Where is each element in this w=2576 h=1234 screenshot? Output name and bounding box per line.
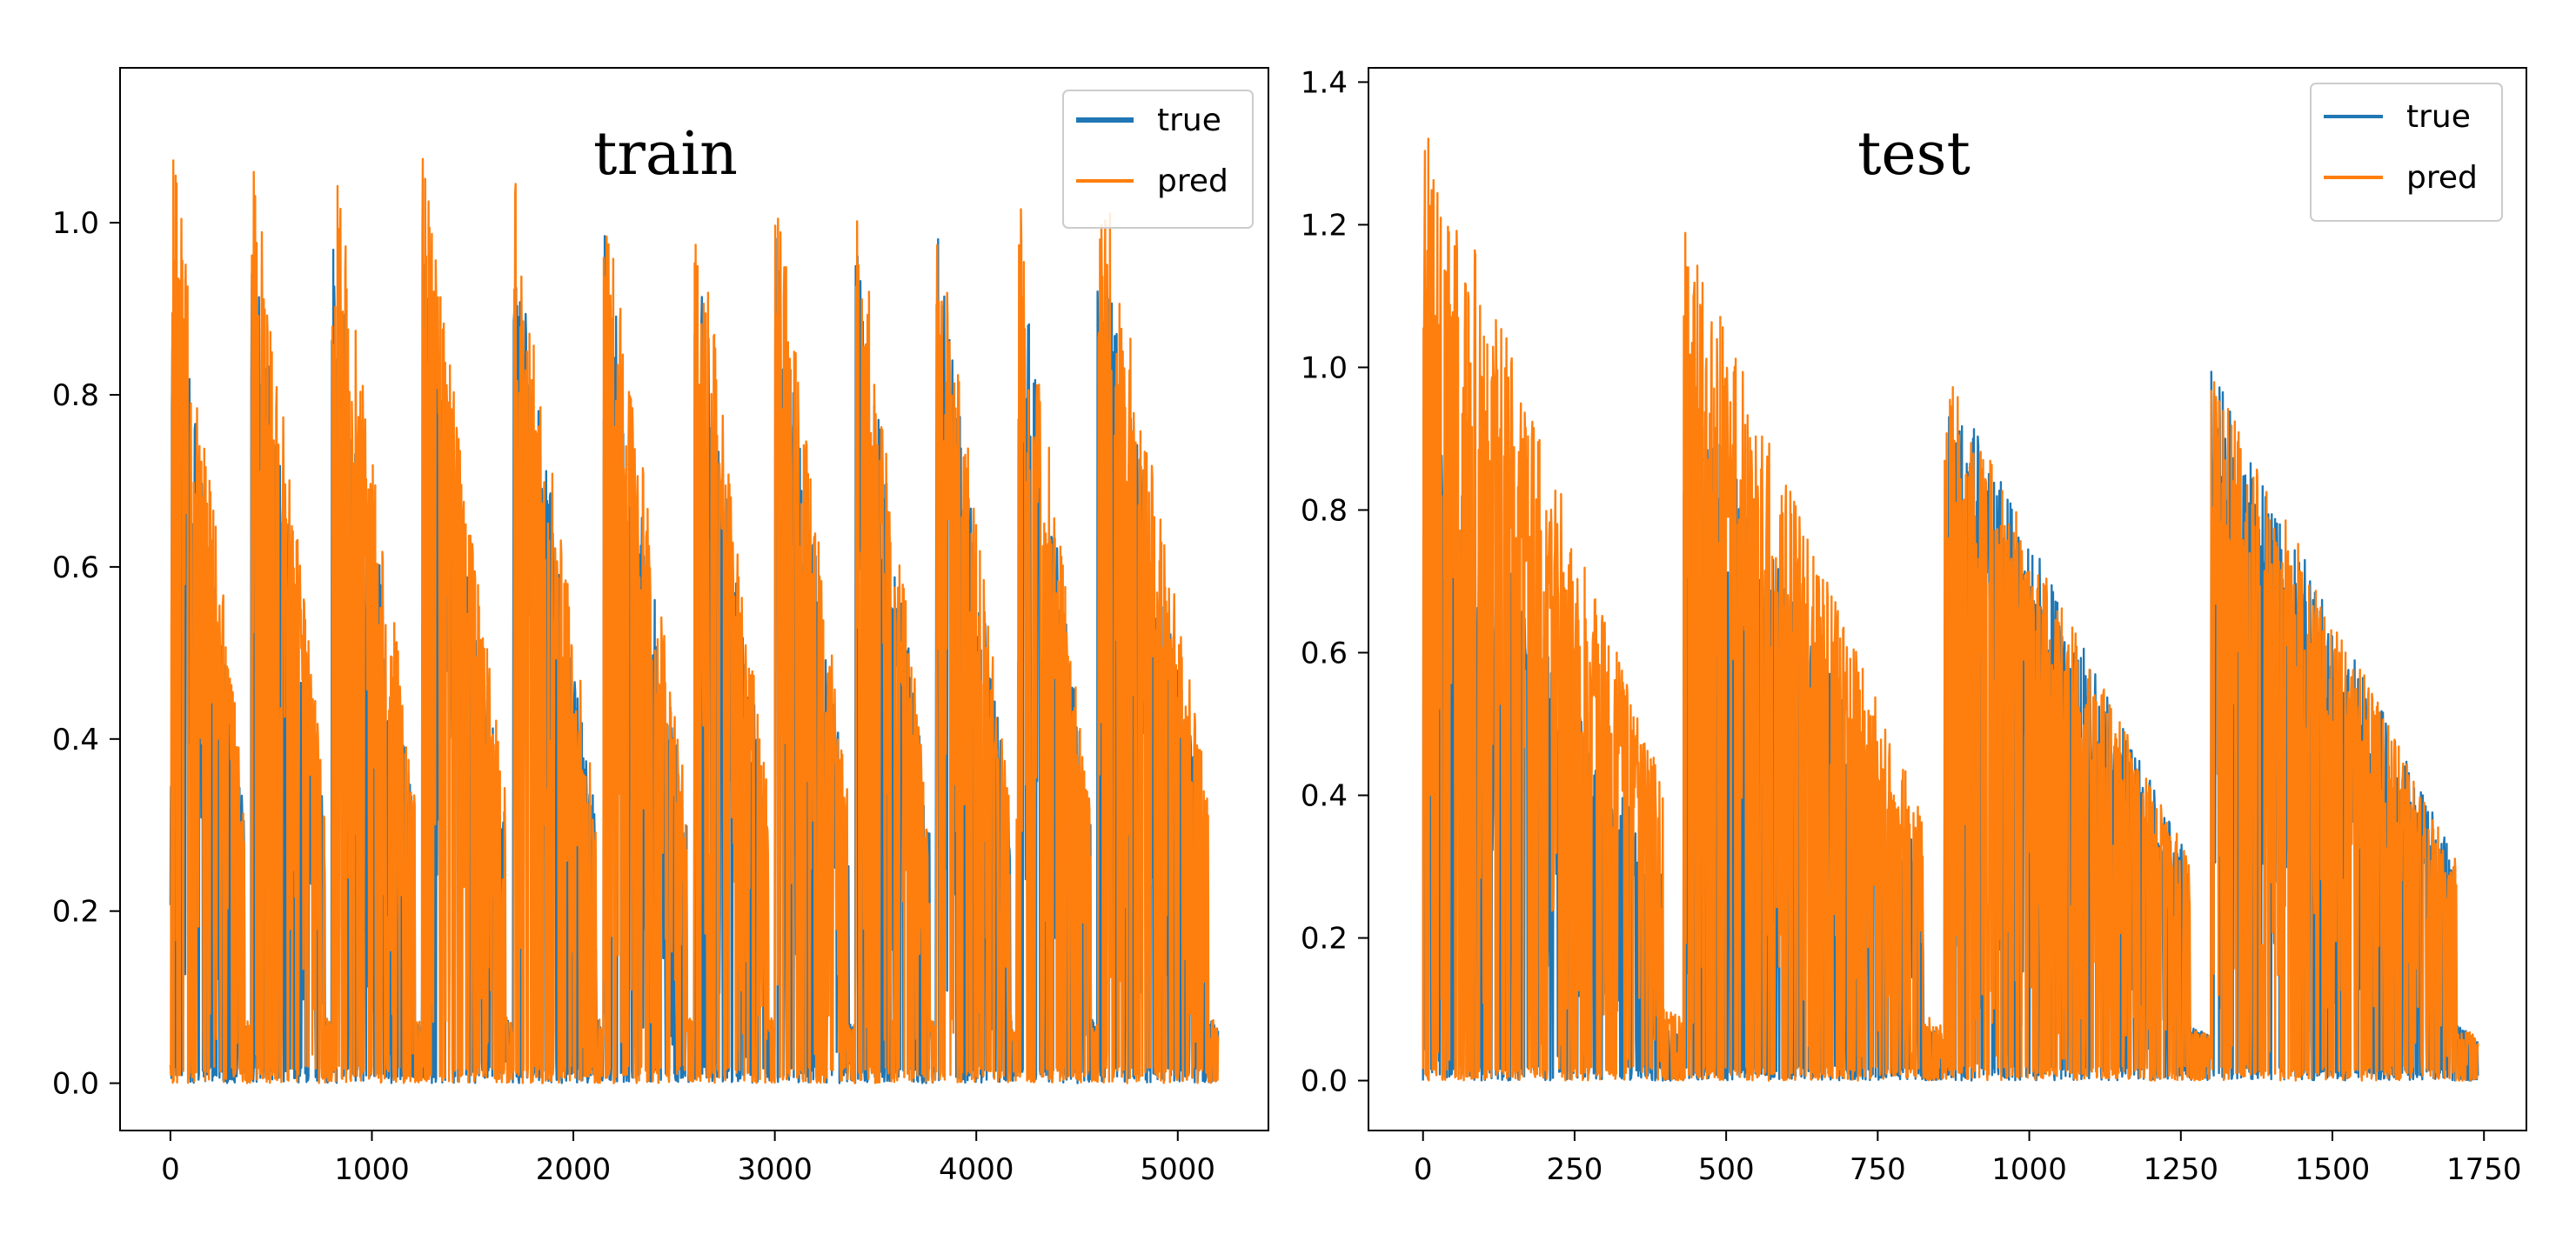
train-legend-true-label: true (1157, 103, 1221, 138)
x-tick-label: 1000 (334, 1152, 410, 1187)
train-panel: 0 1000 2000 3000 4000 50000.00.20.40.60.81.0 … (52, 67, 1269, 1187)
y-tick-label: 1.0 (1301, 350, 1348, 385)
y-tick-label: 0.4 (52, 723, 99, 757)
x-tick-label: 2000 (536, 1152, 612, 1187)
x-tick-label: 5000 (1141, 1152, 1216, 1187)
test-axes-frame (1368, 67, 2527, 1131)
y-tick-label: 0.0 (52, 1067, 99, 1102)
y-tick-label: 0.6 (52, 550, 99, 585)
test-title: test (1857, 120, 1970, 189)
test-panel: 0 250 500 750 1000 1250 1500 1750 0.0 0.2 0.4 0.6 0.… (1301, 65, 2527, 1187)
y-tick-label: 0.2 (52, 895, 99, 930)
x-tick-label: 1500 (2295, 1152, 2371, 1187)
y-tick-label: 0.0 (1301, 1064, 1348, 1099)
x-tick-label: 4000 (939, 1152, 1014, 1187)
test-legend: true pred (2310, 83, 2503, 222)
y-tick-label: 0.6 (1301, 637, 1348, 671)
test-legend-pred-label: pred (2406, 160, 2478, 196)
x-tick-label: 500 (1698, 1152, 1755, 1187)
y-tick-label: 0.8 (52, 378, 99, 413)
x-tick-label: 1750 (2446, 1152, 2522, 1187)
y-tick-label: 1.0 (52, 206, 99, 241)
y-tick-label: 1.2 (1301, 208, 1348, 243)
y-tick-label: 0.2 (1301, 922, 1348, 957)
x-tick-label: 1000 (1991, 1152, 2067, 1187)
x-tick-label: 0 (161, 1152, 180, 1187)
test-legend-true-label: true (2406, 99, 2471, 135)
train-legend-box (1062, 90, 1254, 229)
train-legend-pred-label: pred (1157, 163, 1228, 199)
x-tick-label: 250 (1546, 1152, 1602, 1187)
y-tick-label: 1.4 (1301, 65, 1348, 100)
y-tick-label: 0.4 (1301, 779, 1348, 814)
x-tick-label: 3000 (737, 1152, 813, 1187)
series-line-pred (1422, 137, 2479, 1082)
x-tick-label: 1250 (2144, 1152, 2219, 1187)
x-tick-label: 750 (1850, 1152, 1906, 1187)
train-legend: true pred (1062, 90, 1254, 229)
train-axes-frame (119, 67, 1269, 1131)
train-title: train (593, 120, 738, 189)
series-line-pred (169, 157, 1220, 1084)
y-tick-label: 0.8 (1301, 493, 1348, 528)
x-tick-label: 0 (1414, 1152, 1433, 1187)
